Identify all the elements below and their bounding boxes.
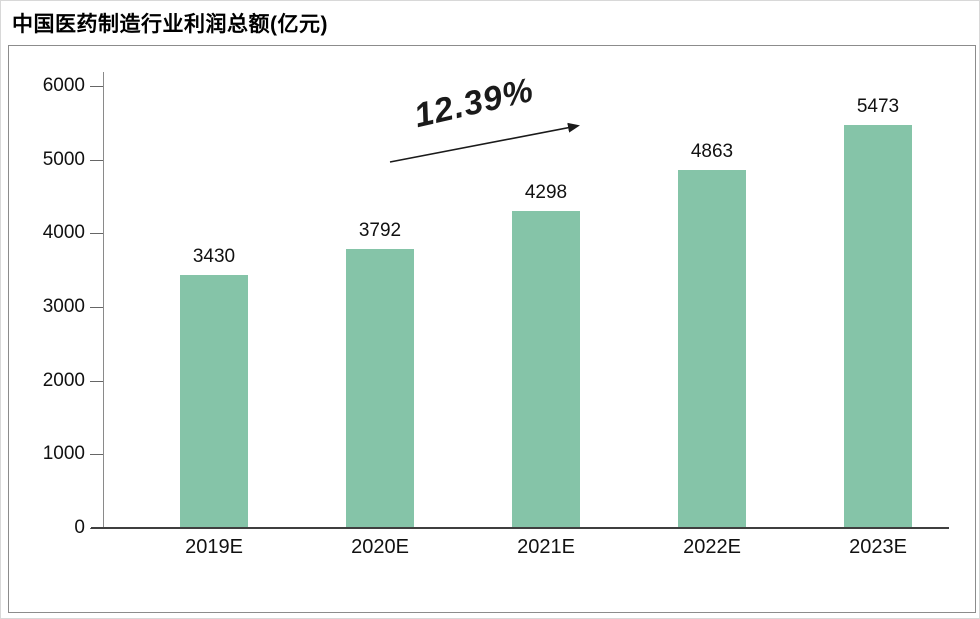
x-axis-line xyxy=(91,527,949,529)
chart-frame: 0 1000 2000 3000 4000 5000 6000 3430 2019E 3792 2… xyxy=(8,45,976,613)
bar-value-label: 4298 xyxy=(524,182,568,203)
y-tick-mark xyxy=(90,381,103,382)
bar-2022E xyxy=(678,170,746,528)
y-tick-label: 5000 xyxy=(42,149,85,170)
y-tick-label: 2000 xyxy=(42,370,85,391)
y-tick-mark xyxy=(90,233,103,234)
bar-value-label: 3430 xyxy=(192,246,236,267)
y-tick-label: 6000 xyxy=(42,75,85,96)
bar-value-label: 5473 xyxy=(856,96,900,117)
bar-2023E xyxy=(844,125,912,528)
y-tick-mark xyxy=(90,454,103,455)
y-tick-label: 0 xyxy=(74,517,85,538)
x-tick-label: 2021E xyxy=(517,536,575,558)
bar-value-label: 3792 xyxy=(358,220,402,241)
bar-2019E xyxy=(180,275,248,528)
x-tick-label: 2020E xyxy=(351,536,409,558)
x-tick-label: 2019E xyxy=(185,536,243,558)
y-tick-mark xyxy=(90,160,103,161)
plot-area: 0 1000 2000 3000 4000 5000 6000 3430 2019E 3792 2… xyxy=(9,46,975,612)
y-axis-line xyxy=(103,72,104,528)
chart-title: 中国医药制造行业利润总额(亿元) xyxy=(12,13,328,36)
bar-value-label: 4863 xyxy=(690,141,734,162)
y-tick-mark xyxy=(90,86,103,87)
y-tick-label: 4000 xyxy=(42,222,85,243)
x-tick-label: 2023E xyxy=(849,536,907,558)
y-tick-label: 1000 xyxy=(42,443,85,464)
growth-arrow-icon xyxy=(389,122,580,163)
bar-2021E xyxy=(512,211,580,528)
bar-2020E xyxy=(346,249,414,528)
x-tick-label: 2022E xyxy=(683,536,741,558)
y-tick-label: 3000 xyxy=(42,296,85,317)
y-tick-mark xyxy=(90,307,103,308)
